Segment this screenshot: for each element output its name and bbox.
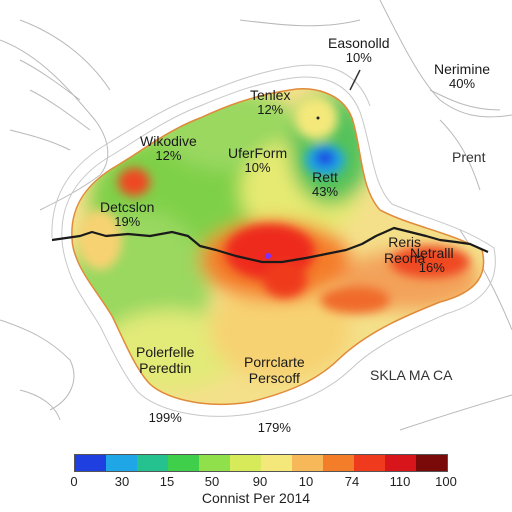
legend-swatch	[354, 455, 385, 471]
region-label-nerimine: Nerimine 40%	[434, 61, 491, 92]
legend-tick: 10	[298, 474, 314, 489]
legend-swatch	[75, 455, 106, 471]
boundary-line	[51, 226, 489, 264]
region-value: 43%	[312, 184, 339, 200]
color-legend-bar	[74, 454, 448, 472]
legend-tick-labels: 0 30 15 50 90 10 74 110 100	[60, 474, 460, 490]
legend-tick: 110	[389, 474, 411, 489]
legend-swatch	[137, 455, 168, 471]
region-value: 16%	[418, 260, 445, 276]
region-name: Netralll	[410, 245, 454, 261]
legend-tick: 0	[70, 474, 78, 489]
region-value: 10%	[345, 50, 372, 66]
legend-tick: 74	[344, 474, 360, 489]
region-label-easonolld: Easonolld 10%	[328, 35, 390, 66]
region-value: 10%	[244, 160, 271, 176]
region-name: Porrclarte Perscoff	[244, 354, 305, 386]
legend-tick: 15	[159, 474, 175, 489]
region-value: 12%	[155, 148, 182, 164]
region-label-wikodive: Wikodive 12%	[140, 133, 197, 164]
legend-swatch	[199, 455, 230, 471]
region-label-skla-ma-ca: SKLA MA CA	[370, 367, 453, 383]
region-name: Wikodive	[140, 133, 197, 149]
region-name: Detcslon	[100, 199, 155, 215]
region-label-rett: Rett 43%	[312, 169, 339, 200]
legend-swatch	[385, 455, 416, 471]
region-label-reris-reona: Reris Reona	[384, 200, 425, 301]
region-label-polerfelle: Polerfelle Peredtin 199%	[136, 310, 194, 461]
legend-swatch	[416, 455, 447, 471]
marker-dot	[316, 116, 320, 120]
region-value: 12%	[257, 102, 284, 118]
region-name: Prent	[452, 149, 486, 165]
legend-tick: 30	[114, 474, 130, 489]
region-name: Rett	[312, 169, 338, 185]
region-name: Polerfelle Peredtin	[136, 344, 195, 376]
region-value: 40%	[448, 76, 476, 92]
legend-title: Connist Per 2014	[201, 490, 311, 506]
label-leader-line	[349, 69, 361, 91]
legend-swatch	[261, 455, 292, 471]
region-label-netralll: Netralll 16%	[410, 245, 454, 276]
region-label-detcslon: Detcslon 19%	[100, 199, 155, 230]
legend-tick: 100	[435, 474, 457, 489]
legend-tick: 50	[204, 474, 220, 489]
legend-swatch	[323, 455, 354, 471]
region-name: Nerimine	[434, 61, 491, 77]
legend-swatch	[292, 455, 323, 471]
region-name: UferForm	[228, 145, 288, 161]
region-name: SKLA MA CA	[370, 367, 453, 383]
region-label-prent: Prent	[452, 149, 486, 165]
legend-swatch	[168, 455, 199, 471]
region-label-tenlex: Tenlex 12%	[250, 87, 291, 118]
outer-contours	[51, 64, 496, 417]
region-label-porrclarte: Porrclarte Perscoff 179%	[244, 320, 305, 471]
region-label-uferform: UferForm 10%	[228, 145, 288, 176]
legend-swatch	[106, 455, 137, 471]
region-name: Easonolld	[328, 35, 390, 51]
region-value: 199%	[148, 410, 182, 426]
legend-swatch	[230, 455, 261, 471]
region-value: 179%	[257, 420, 291, 436]
region-value: 19%	[114, 214, 141, 230]
region-name: Reris Reona	[384, 234, 426, 266]
background-coastlines	[0, 0, 512, 431]
legend-tick: 90	[252, 474, 268, 489]
region-name: Tenlex	[250, 87, 291, 103]
marker-dot	[265, 253, 271, 259]
region-outline	[71, 88, 485, 406]
